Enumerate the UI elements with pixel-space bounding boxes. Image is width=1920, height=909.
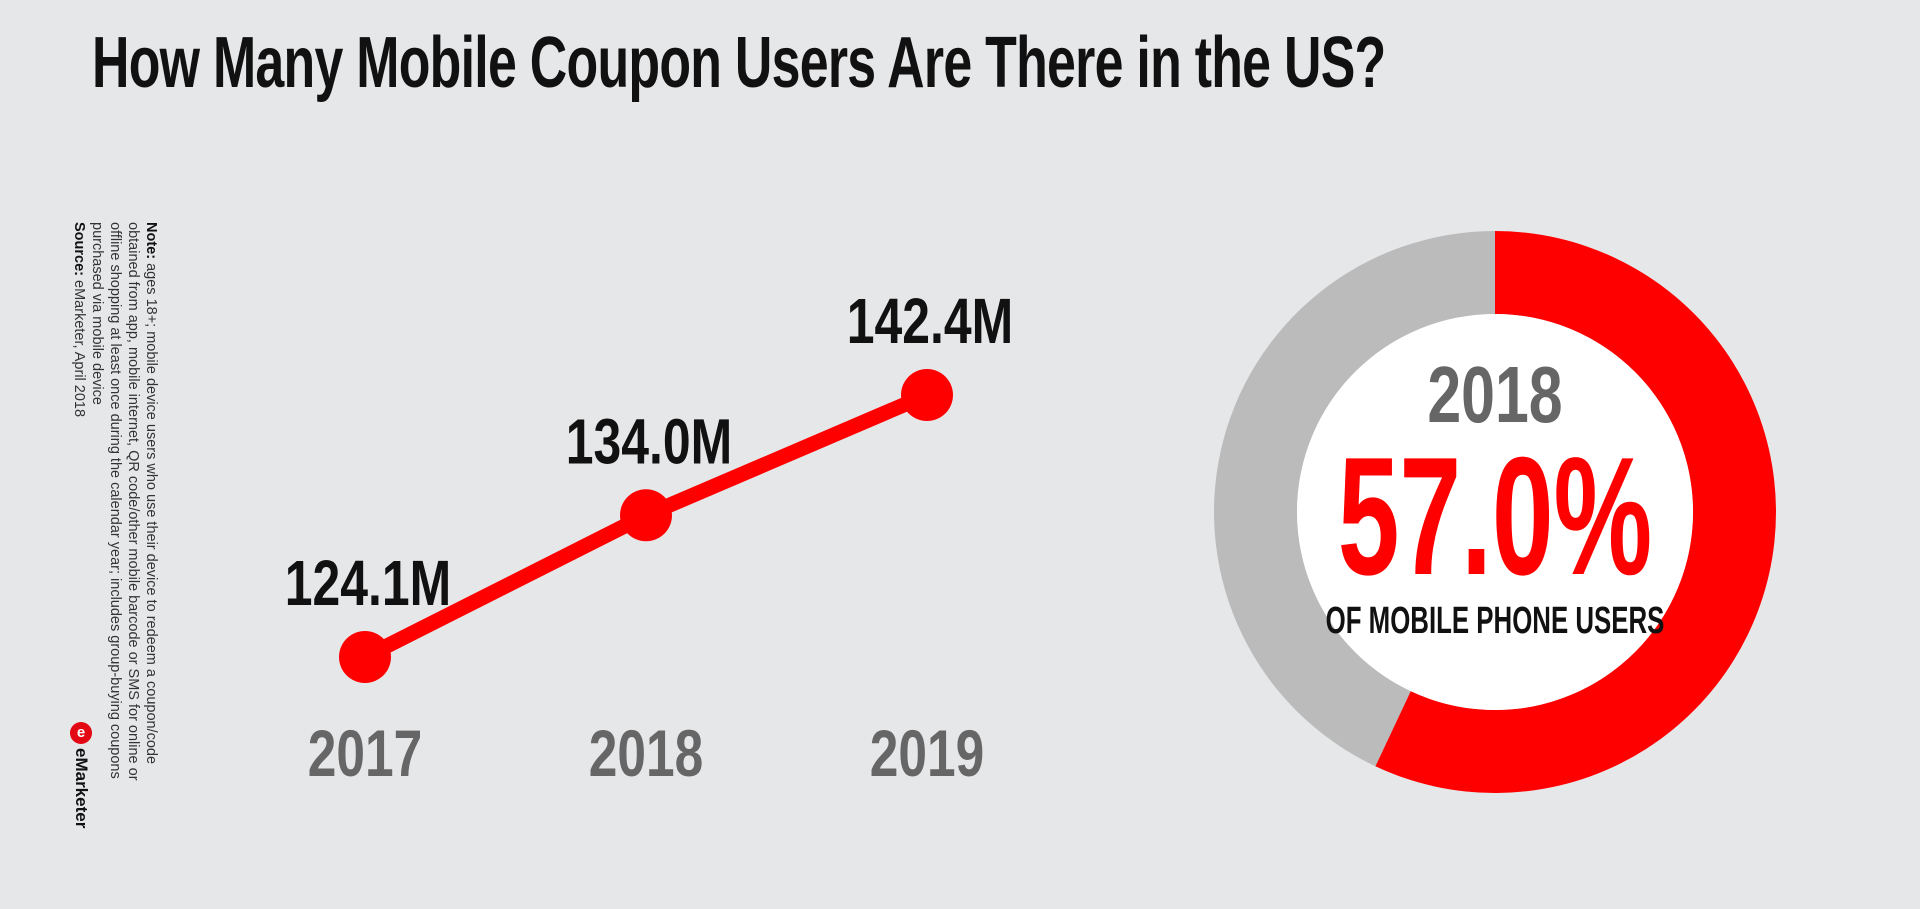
- x-tick-2017: 2017: [308, 716, 422, 791]
- data-point-2018: [620, 489, 672, 542]
- data-point-2019: [901, 369, 953, 421]
- data-label-2019: 142.4M: [847, 286, 1013, 357]
- x-tick-2019: 2019: [870, 716, 984, 791]
- donut-slice-highlight: [1375, 231, 1776, 793]
- donut-hole: [1297, 314, 1693, 710]
- data-point-2017: [339, 631, 391, 683]
- donut-center-value: 57.0%: [1338, 423, 1652, 611]
- x-tick-2018: 2018: [589, 716, 703, 791]
- page-title: How Many Mobile Coupon Users Are There i…: [92, 23, 1386, 103]
- data-label-2018: 134.0M: [566, 406, 732, 477]
- donut-center-year: 2018: [1427, 351, 1562, 440]
- line-chart: 124.1M 2017 134.0M 2018 142.4M 2019: [285, 286, 1013, 790]
- donut-slice-remainder: [1214, 230, 1495, 767]
- data-label-2017: 124.1M: [285, 548, 451, 619]
- donut-center-caption: OF MOBILE PHONE USERS: [1326, 599, 1665, 641]
